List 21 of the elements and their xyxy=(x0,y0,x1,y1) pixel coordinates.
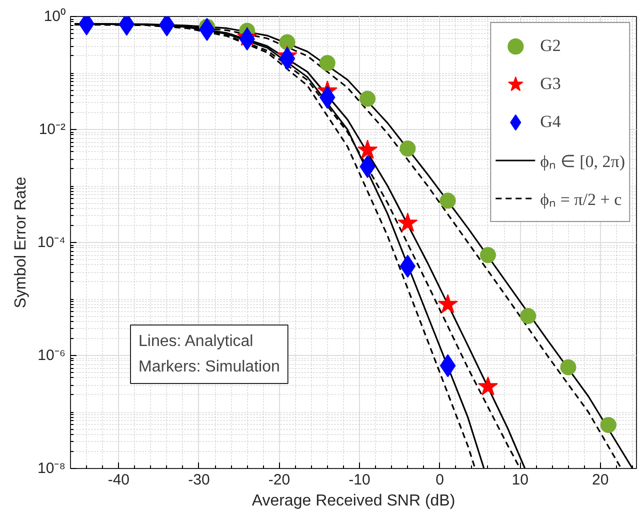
x-tick-label: 0 xyxy=(436,472,444,488)
x-tick-label: -40 xyxy=(108,472,130,488)
y-tick-label: 10⁻⁴ xyxy=(37,234,66,251)
annotation: Lines: Analytical xyxy=(138,333,254,350)
x-tick-label: -10 xyxy=(348,472,370,488)
x-tick-label: 20 xyxy=(592,472,609,488)
y-tick-label: 10⁰ xyxy=(44,8,66,25)
legend-label: G3 xyxy=(540,73,561,95)
y-tick-label: 10⁻⁸ xyxy=(37,460,66,477)
y-tick-label: 10⁻⁶ xyxy=(38,347,66,364)
legend-label: G2 xyxy=(540,35,561,57)
x-tick-label: -20 xyxy=(268,472,290,488)
x-tick-label: -30 xyxy=(188,472,210,488)
x-tick-label: 10 xyxy=(512,472,528,488)
x-axis-title: Average Received SNR (dB) xyxy=(252,492,456,510)
legend-label: G4 xyxy=(540,111,561,133)
legend-label: ϕₙ ∈ [0, 2π) xyxy=(540,150,625,173)
y-tick-label: 10⁻² xyxy=(38,121,66,138)
annotation: Markers: Simulation xyxy=(138,358,280,376)
legend-label: ϕₙ = π/2 + c xyxy=(540,188,622,211)
y-axis-title: Symbol Error Rate xyxy=(12,176,30,308)
